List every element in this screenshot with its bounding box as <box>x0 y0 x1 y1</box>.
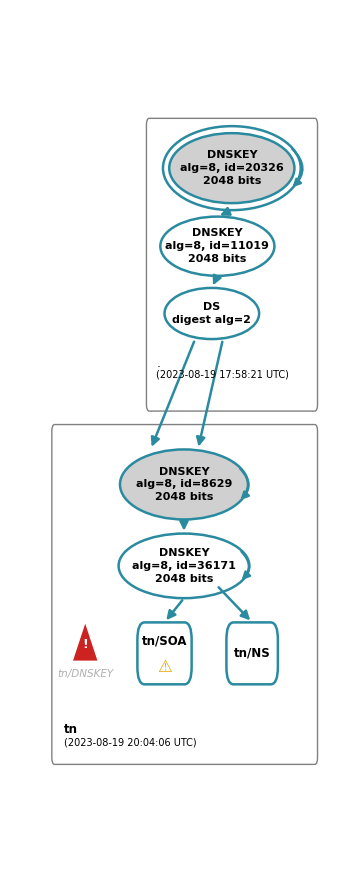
FancyBboxPatch shape <box>146 118 318 411</box>
FancyBboxPatch shape <box>227 622 278 684</box>
Ellipse shape <box>169 133 294 203</box>
Text: DNSKEY
alg=8, id=8629
2048 bits: DNSKEY alg=8, id=8629 2048 bits <box>136 467 232 503</box>
Text: tn/SOA: tn/SOA <box>142 635 187 648</box>
Polygon shape <box>72 621 99 662</box>
Ellipse shape <box>118 533 250 598</box>
Ellipse shape <box>160 217 274 276</box>
FancyBboxPatch shape <box>52 425 318 765</box>
Text: DNSKEY
alg=8, id=20326
2048 bits: DNSKEY alg=8, id=20326 2048 bits <box>180 150 284 186</box>
Text: DNSKEY
alg=8, id=36171
2048 bits: DNSKEY alg=8, id=36171 2048 bits <box>132 548 236 584</box>
Text: tn: tn <box>64 723 78 736</box>
Text: (2023-08-19 17:58:21 UTC): (2023-08-19 17:58:21 UTC) <box>156 369 289 379</box>
Ellipse shape <box>120 449 248 519</box>
Text: ⚠: ⚠ <box>157 658 172 676</box>
Text: DNSKEY
alg=8, id=11019
2048 bits: DNSKEY alg=8, id=11019 2048 bits <box>165 228 269 264</box>
FancyBboxPatch shape <box>137 622 192 684</box>
Text: .: . <box>156 357 160 370</box>
Text: (2023-08-19 20:04:06 UTC): (2023-08-19 20:04:06 UTC) <box>64 738 197 748</box>
Text: !: ! <box>82 638 88 651</box>
Text: tn/DNSKEY: tn/DNSKEY <box>57 669 113 678</box>
Text: DS
digest alg=2: DS digest alg=2 <box>172 302 251 325</box>
Text: tn/NS: tn/NS <box>234 647 271 660</box>
Ellipse shape <box>164 288 259 339</box>
